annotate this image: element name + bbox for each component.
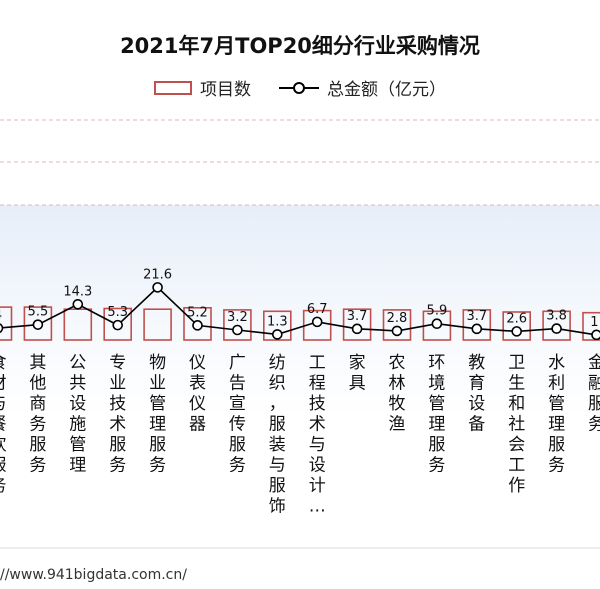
data-label-14: 3.8 [546,309,567,324]
line-point-2 [72,298,84,310]
bar-7 [262,310,292,341]
line-point-4 [152,282,163,293]
category-label-13: 卫生和社会工作 [508,353,525,496]
category-label-9: 家具 [349,353,366,394]
legend-bar-swatch [154,80,192,95]
legend-item-line: 总金额（亿元） [279,75,446,100]
bar-14 [542,310,571,341]
data-label-5: 5.2 [187,305,208,320]
bar-0 [0,306,13,341]
bar-13 [502,311,532,341]
chart-title: 2021年7月TOP20细分行业采购情况 [120,34,480,58]
line-point-0 [0,323,4,334]
line-point-6 [232,324,243,336]
category-label-12: 教育设备 [468,353,485,435]
line-point-13 [511,326,523,337]
data-label-2: 14.3 [63,284,92,299]
category-label-6: 广告宣传服务 [229,353,246,476]
bar-6 [223,309,252,341]
bar-3 [103,307,132,341]
category-label-7: 纺织，服装与服饰 [269,353,286,517]
bar-4 [143,308,172,341]
line-point-9 [351,323,363,335]
data-label-11: 5.9 [427,304,448,319]
category-label-5: 仪表仪器 [189,353,206,435]
line-point-1 [32,319,44,330]
chart-plot: 4 5.5 14.3 5.3 21.6 5.2 3.2 1.3 6.7 3.7 2.8 5.9 3.7 2… [0,119,600,549]
data-label-6: 3.2 [227,310,248,325]
legend-item-bar: 项目数 [154,75,251,100]
chart-legend: 项目数 总金额（亿元） [0,75,600,100]
plot-background [0,205,600,548]
data-label-8: 6.7 [307,302,328,317]
series-line-total [0,286,597,336]
line-point-5 [192,320,203,331]
line-point-11 [431,318,443,330]
legend-label-line: 总金额（亿元） [327,80,446,100]
line-point-14 [551,323,562,334]
line-point-8 [311,316,323,328]
data-label-3: 5.3 [107,305,128,320]
data-label-13: 2.6 [506,311,527,326]
line-point-3 [112,319,123,331]
category-label-11: 环境管理服务 [428,353,445,476]
data-label-9: 3.7 [347,309,368,324]
bar-1 [23,306,53,341]
category-label-10: 农林牧渔 [389,353,406,435]
bar-5 [183,306,212,341]
legend-line-swatch [279,81,319,94]
bar-2 [63,308,93,341]
line-point-10 [391,325,403,337]
data-label-1: 5.5 [28,305,49,320]
source-url: //www.941bigdata.com.cn/ [0,567,187,583]
category-label-2: 公共设施管理 [69,353,86,476]
data-label-10: 2.8 [387,311,408,326]
category-label-0: 食材与餐饮服务 [0,353,7,496]
category-label-15: 金融服务 [588,353,600,435]
category-label-3: 专业技术服务 [109,353,126,476]
bar-10 [382,309,412,341]
line-point-7 [271,329,283,340]
category-label-8: 工程技术与设计… [309,353,326,517]
data-label-4: 21.6 [143,267,172,282]
data-label-15: 1. [590,315,600,330]
line-point-12 [471,323,483,335]
category-label-4: 物业管理服务 [149,353,166,476]
category-label-14: 水利管理服务 [548,353,565,476]
data-label-7: 1.3 [267,314,288,329]
data-label-0: 4 [0,308,2,323]
bar-9 [342,308,372,341]
data-label-12: 3.7 [466,309,487,324]
category-label-1: 其他商务服务 [29,353,46,476]
legend-label-bar: 项目数 [200,80,251,100]
bar-12 [462,309,492,341]
line-point-15 [591,329,600,341]
